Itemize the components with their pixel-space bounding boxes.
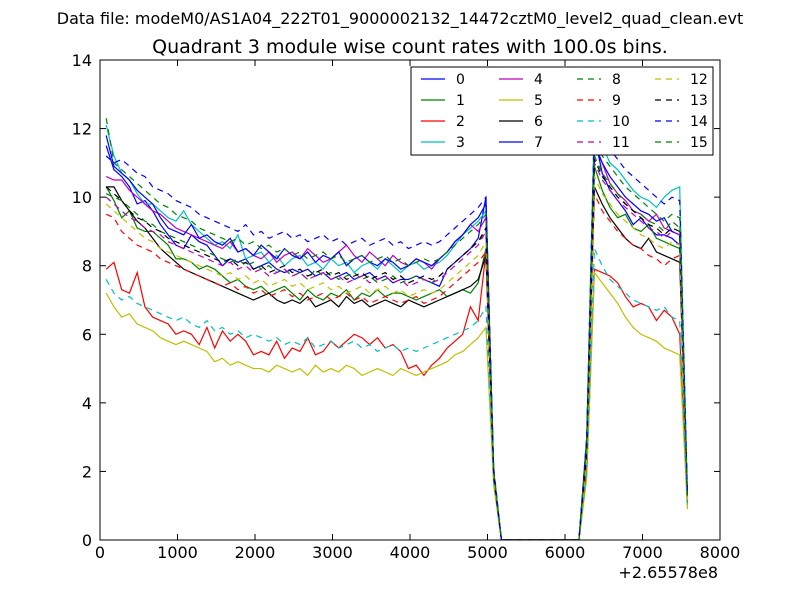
legend-label-3: 3: [456, 135, 465, 151]
x-tick-label: 0: [95, 543, 105, 562]
series-layer: [105, 114, 689, 540]
x-tick-label: 3000: [312, 543, 353, 562]
legend-label-12: 12: [690, 72, 708, 88]
y-tick-label: 8: [82, 257, 92, 276]
legend-label-13: 13: [690, 93, 708, 109]
legend-label-5: 5: [534, 93, 543, 109]
legend-label-14: 14: [690, 114, 708, 130]
y-tick-label: 6: [82, 325, 92, 344]
series-line-15: [105, 118, 689, 540]
series-line-6: [106, 186, 689, 540]
legend-label-0: 0: [456, 72, 465, 88]
y-tick-label: 10: [72, 188, 92, 207]
x-tick-label: 2000: [235, 543, 276, 562]
x-tick-label: 8000: [700, 543, 741, 562]
series-line-12: [105, 176, 689, 540]
series-line-9: [105, 193, 689, 540]
legend-label-7: 7: [534, 135, 543, 151]
y-tick-label: 0: [82, 531, 92, 550]
series-line-4: [105, 142, 689, 540]
series-line-2: [105, 251, 689, 540]
legend-label-8: 8: [612, 72, 621, 88]
x-tick-label: 1000: [157, 543, 198, 562]
legend-label-2: 2: [456, 114, 465, 130]
legend-label-9: 9: [612, 93, 621, 109]
y-tick-label: 12: [72, 120, 92, 139]
legend-label-6: 6: [534, 114, 543, 130]
legend-label-10: 10: [612, 114, 630, 130]
legend-label-11: 11: [612, 135, 630, 151]
chart-title: Quadrant 3 module wise count rates with …: [152, 36, 668, 58]
chart-suptitle: Data file: modeM0/AS1A04_222T01_90000021…: [57, 9, 743, 29]
x-axis-offset-label: +2.65578e8: [618, 563, 718, 582]
series-line-10: [105, 248, 689, 540]
x-tick-label: 6000: [545, 543, 586, 562]
x-tick-label: 4000: [390, 543, 431, 562]
legend-label-1: 1: [456, 93, 465, 109]
legend-label-15: 15: [690, 135, 708, 151]
y-tick-label: 2: [82, 462, 92, 481]
series-line-5: [105, 270, 689, 540]
series-line-8: [105, 155, 689, 540]
x-tick-label: 5000: [467, 543, 508, 562]
legend-box: [410, 66, 714, 156]
series-line-13: [105, 159, 689, 540]
series-line-3: [105, 114, 689, 540]
series-line-11: [105, 162, 689, 540]
legend-label-4: 4: [534, 72, 543, 88]
axes: 0 1000 2000 3000 4000 5000 6000 7000 80000246810…: [72, 51, 741, 562]
x-tick-label: 7000: [622, 543, 663, 562]
y-tick-label: 4: [82, 394, 92, 413]
y-tick-label: 14: [72, 51, 92, 70]
